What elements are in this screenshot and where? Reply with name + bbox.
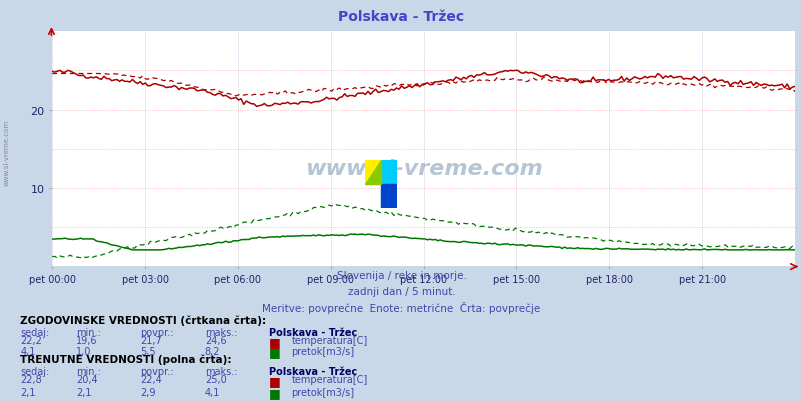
Text: www.si-vreme.com: www.si-vreme.com — [3, 119, 10, 185]
Text: 20,4: 20,4 — [76, 374, 98, 384]
Text: 8,2: 8,2 — [205, 346, 220, 356]
Text: Meritve: povprečne  Enote: metrične  Črta: povprečje: Meritve: povprečne Enote: metrične Črta:… — [262, 301, 540, 313]
Text: min.:: min.: — [76, 327, 101, 337]
Text: ZGODOVINSKE VREDNOSTI (črtkana črta):: ZGODOVINSKE VREDNOSTI (črtkana črta): — [20, 315, 266, 325]
Text: povpr.:: povpr.: — [140, 366, 174, 376]
Text: povpr.:: povpr.: — [140, 327, 174, 337]
Text: 2,1: 2,1 — [20, 387, 35, 397]
Text: 2,1: 2,1 — [76, 387, 91, 397]
Text: 19,6: 19,6 — [76, 335, 98, 345]
Text: Slovenija / reke in morje.: Slovenija / reke in morje. — [336, 271, 466, 281]
Bar — [381, 184, 397, 209]
Text: TRENUTNE VREDNOSTI (polna črta):: TRENUTNE VREDNOSTI (polna črta): — [20, 354, 231, 364]
Text: pretok[m3/s]: pretok[m3/s] — [291, 387, 354, 397]
Text: 24,6: 24,6 — [205, 335, 226, 345]
Text: 5,5: 5,5 — [140, 346, 156, 356]
Text: ■: ■ — [269, 374, 281, 387]
Text: Polskava - Tržec: Polskava - Tržec — [269, 327, 357, 337]
Text: ■: ■ — [269, 387, 281, 399]
Text: sedaj:: sedaj: — [20, 366, 49, 376]
Text: Polskava - Tržec: Polskava - Tržec — [269, 366, 357, 376]
Text: maks.:: maks.: — [205, 327, 237, 337]
Text: 22,4: 22,4 — [140, 374, 162, 384]
Text: min.:: min.: — [76, 366, 101, 376]
Text: maks.:: maks.: — [205, 366, 237, 376]
Text: 4,1: 4,1 — [205, 387, 220, 397]
Text: temperatura[C]: temperatura[C] — [291, 374, 367, 384]
Text: ■: ■ — [269, 335, 281, 348]
Text: sedaj:: sedaj: — [20, 327, 49, 337]
Text: zadnji dan / 5 minut.: zadnji dan / 5 minut. — [347, 286, 455, 296]
Text: 4,1: 4,1 — [20, 346, 35, 356]
Text: www.si-vreme.com: www.si-vreme.com — [304, 158, 542, 178]
Text: 25,0: 25,0 — [205, 374, 226, 384]
Text: Polskava - Tržec: Polskava - Tržec — [338, 10, 464, 24]
Text: 1,0: 1,0 — [76, 346, 91, 356]
Text: pretok[m3/s]: pretok[m3/s] — [291, 346, 354, 356]
Bar — [365, 160, 381, 184]
Text: 22,8: 22,8 — [20, 374, 42, 384]
Text: 2,9: 2,9 — [140, 387, 156, 397]
Text: ■: ■ — [269, 346, 281, 358]
Polygon shape — [365, 160, 381, 184]
Text: 22,2: 22,2 — [20, 335, 42, 345]
Text: temperatura[C]: temperatura[C] — [291, 335, 367, 345]
Bar — [381, 160, 397, 184]
Text: 21,7: 21,7 — [140, 335, 162, 345]
